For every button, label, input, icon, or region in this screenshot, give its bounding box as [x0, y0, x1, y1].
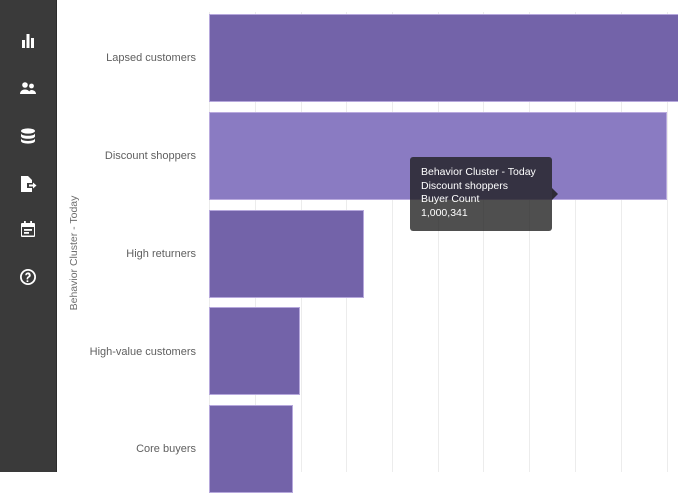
help-icon[interactable]	[17, 266, 39, 288]
gridline	[392, 12, 393, 472]
calendar-icon[interactable]	[17, 218, 39, 240]
tooltip-measure-title: Buyer Count	[421, 193, 480, 205]
gridline	[483, 12, 484, 472]
bar-high-value-customers[interactable]	[209, 307, 300, 395]
gridline	[529, 12, 530, 472]
category-label: High-value customers	[89, 346, 196, 358]
category-label: Discount shoppers	[104, 150, 196, 162]
tooltip-category: Discount shoppers	[421, 179, 508, 192]
bar-core-buyers[interactable]	[209, 405, 293, 493]
gridline	[438, 12, 439, 472]
export-icon[interactable]	[17, 173, 39, 195]
category-label: Lapsed customers	[106, 52, 196, 64]
gridline	[621, 12, 622, 472]
sidebar-nav	[0, 0, 57, 472]
category-label: Core buyers	[136, 443, 196, 455]
gridline	[667, 12, 668, 472]
y-axis-title: Behavior Cluster - Today	[68, 195, 80, 311]
gridline	[575, 12, 576, 472]
category-label: High returners	[126, 248, 196, 260]
bar-chart-icon[interactable]	[17, 30, 39, 52]
plot-area	[209, 0, 678, 493]
bar-lapsed-customers[interactable]	[209, 14, 678, 102]
tooltip-dimension-title: Behavior Cluster - Today	[421, 166, 536, 178]
users-icon[interactable]	[17, 77, 39, 99]
bar-high-returners[interactable]	[209, 210, 364, 298]
chart-tooltip: Behavior Cluster - Today Discount shoppe…	[410, 157, 558, 231]
tooltip-value: 1,000,341	[421, 206, 468, 219]
database-icon[interactable]	[17, 125, 39, 147]
